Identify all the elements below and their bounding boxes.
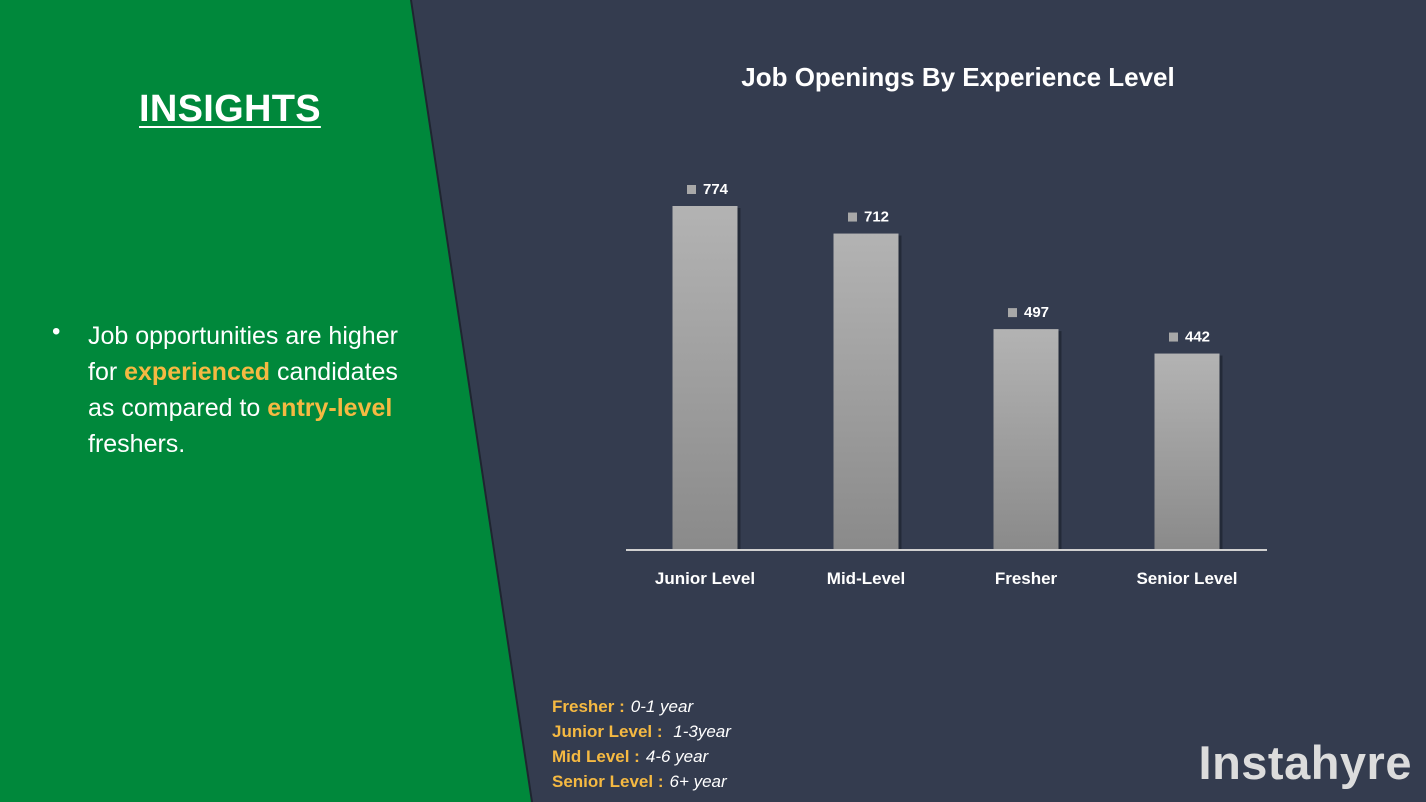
legend-row: Senior Level : 6+ year — [552, 769, 731, 794]
legend-term: Fresher : — [552, 697, 625, 716]
legend-desc: 4-6 year — [645, 747, 709, 766]
legend-desc: 6+ year — [669, 772, 727, 791]
x-tick-label: Junior Level — [655, 569, 755, 588]
insight-text: Job opportunities are higher for experie… — [88, 318, 418, 462]
insight-highlight-experienced: experienced — [124, 358, 271, 386]
legend-desc: 1-3year — [668, 722, 731, 741]
data-label: 442 — [1185, 329, 1210, 346]
data-label: 712 — [864, 209, 889, 226]
instahyre-logo: Instahyre — [1198, 736, 1412, 789]
insight-text-part: Job opportunities are higher for — [88, 322, 398, 386]
x-tick-label: Mid-Level — [827, 569, 905, 588]
bar — [1154, 353, 1220, 550]
data-label-marker — [1008, 308, 1017, 318]
legend-term: Mid Level : — [552, 747, 640, 766]
insight-highlight-entry-level: entry-level — [267, 394, 393, 422]
bar — [993, 329, 1059, 550]
data-label-marker — [848, 212, 857, 222]
experience-legend: Fresher :0-1 year Junior Level : 1-3year M… — [552, 694, 731, 794]
legend-row: Mid Level : 4-6 year — [552, 744, 731, 769]
data-label: 497 — [1024, 304, 1049, 321]
legend-term: Senior Level : — [552, 772, 664, 791]
bar — [833, 233, 899, 551]
insights-heading: INSIGHTS — [139, 88, 321, 130]
legend-term: Junior Level : — [552, 722, 663, 741]
data-label-marker — [1169, 332, 1178, 342]
bar — [672, 206, 738, 550]
data-label-marker — [687, 185, 696, 194]
legend-row: Junior Level : 1-3year — [552, 719, 731, 744]
chart-title: Job Openings By Experience Level — [741, 62, 1175, 92]
insight-text-part: freshers. — [88, 430, 186, 458]
x-tick-label: Fresher — [995, 569, 1058, 588]
x-tick-label: Senior Level — [1136, 569, 1237, 588]
bullet-marker: • — [52, 318, 61, 345]
data-label: 774 — [703, 181, 729, 198]
legend-row: Fresher : 0-1 year — [552, 694, 731, 719]
legend-desc: 0-1 year — [630, 697, 694, 716]
insight-text-part: candidates as compared to — [88, 358, 398, 422]
